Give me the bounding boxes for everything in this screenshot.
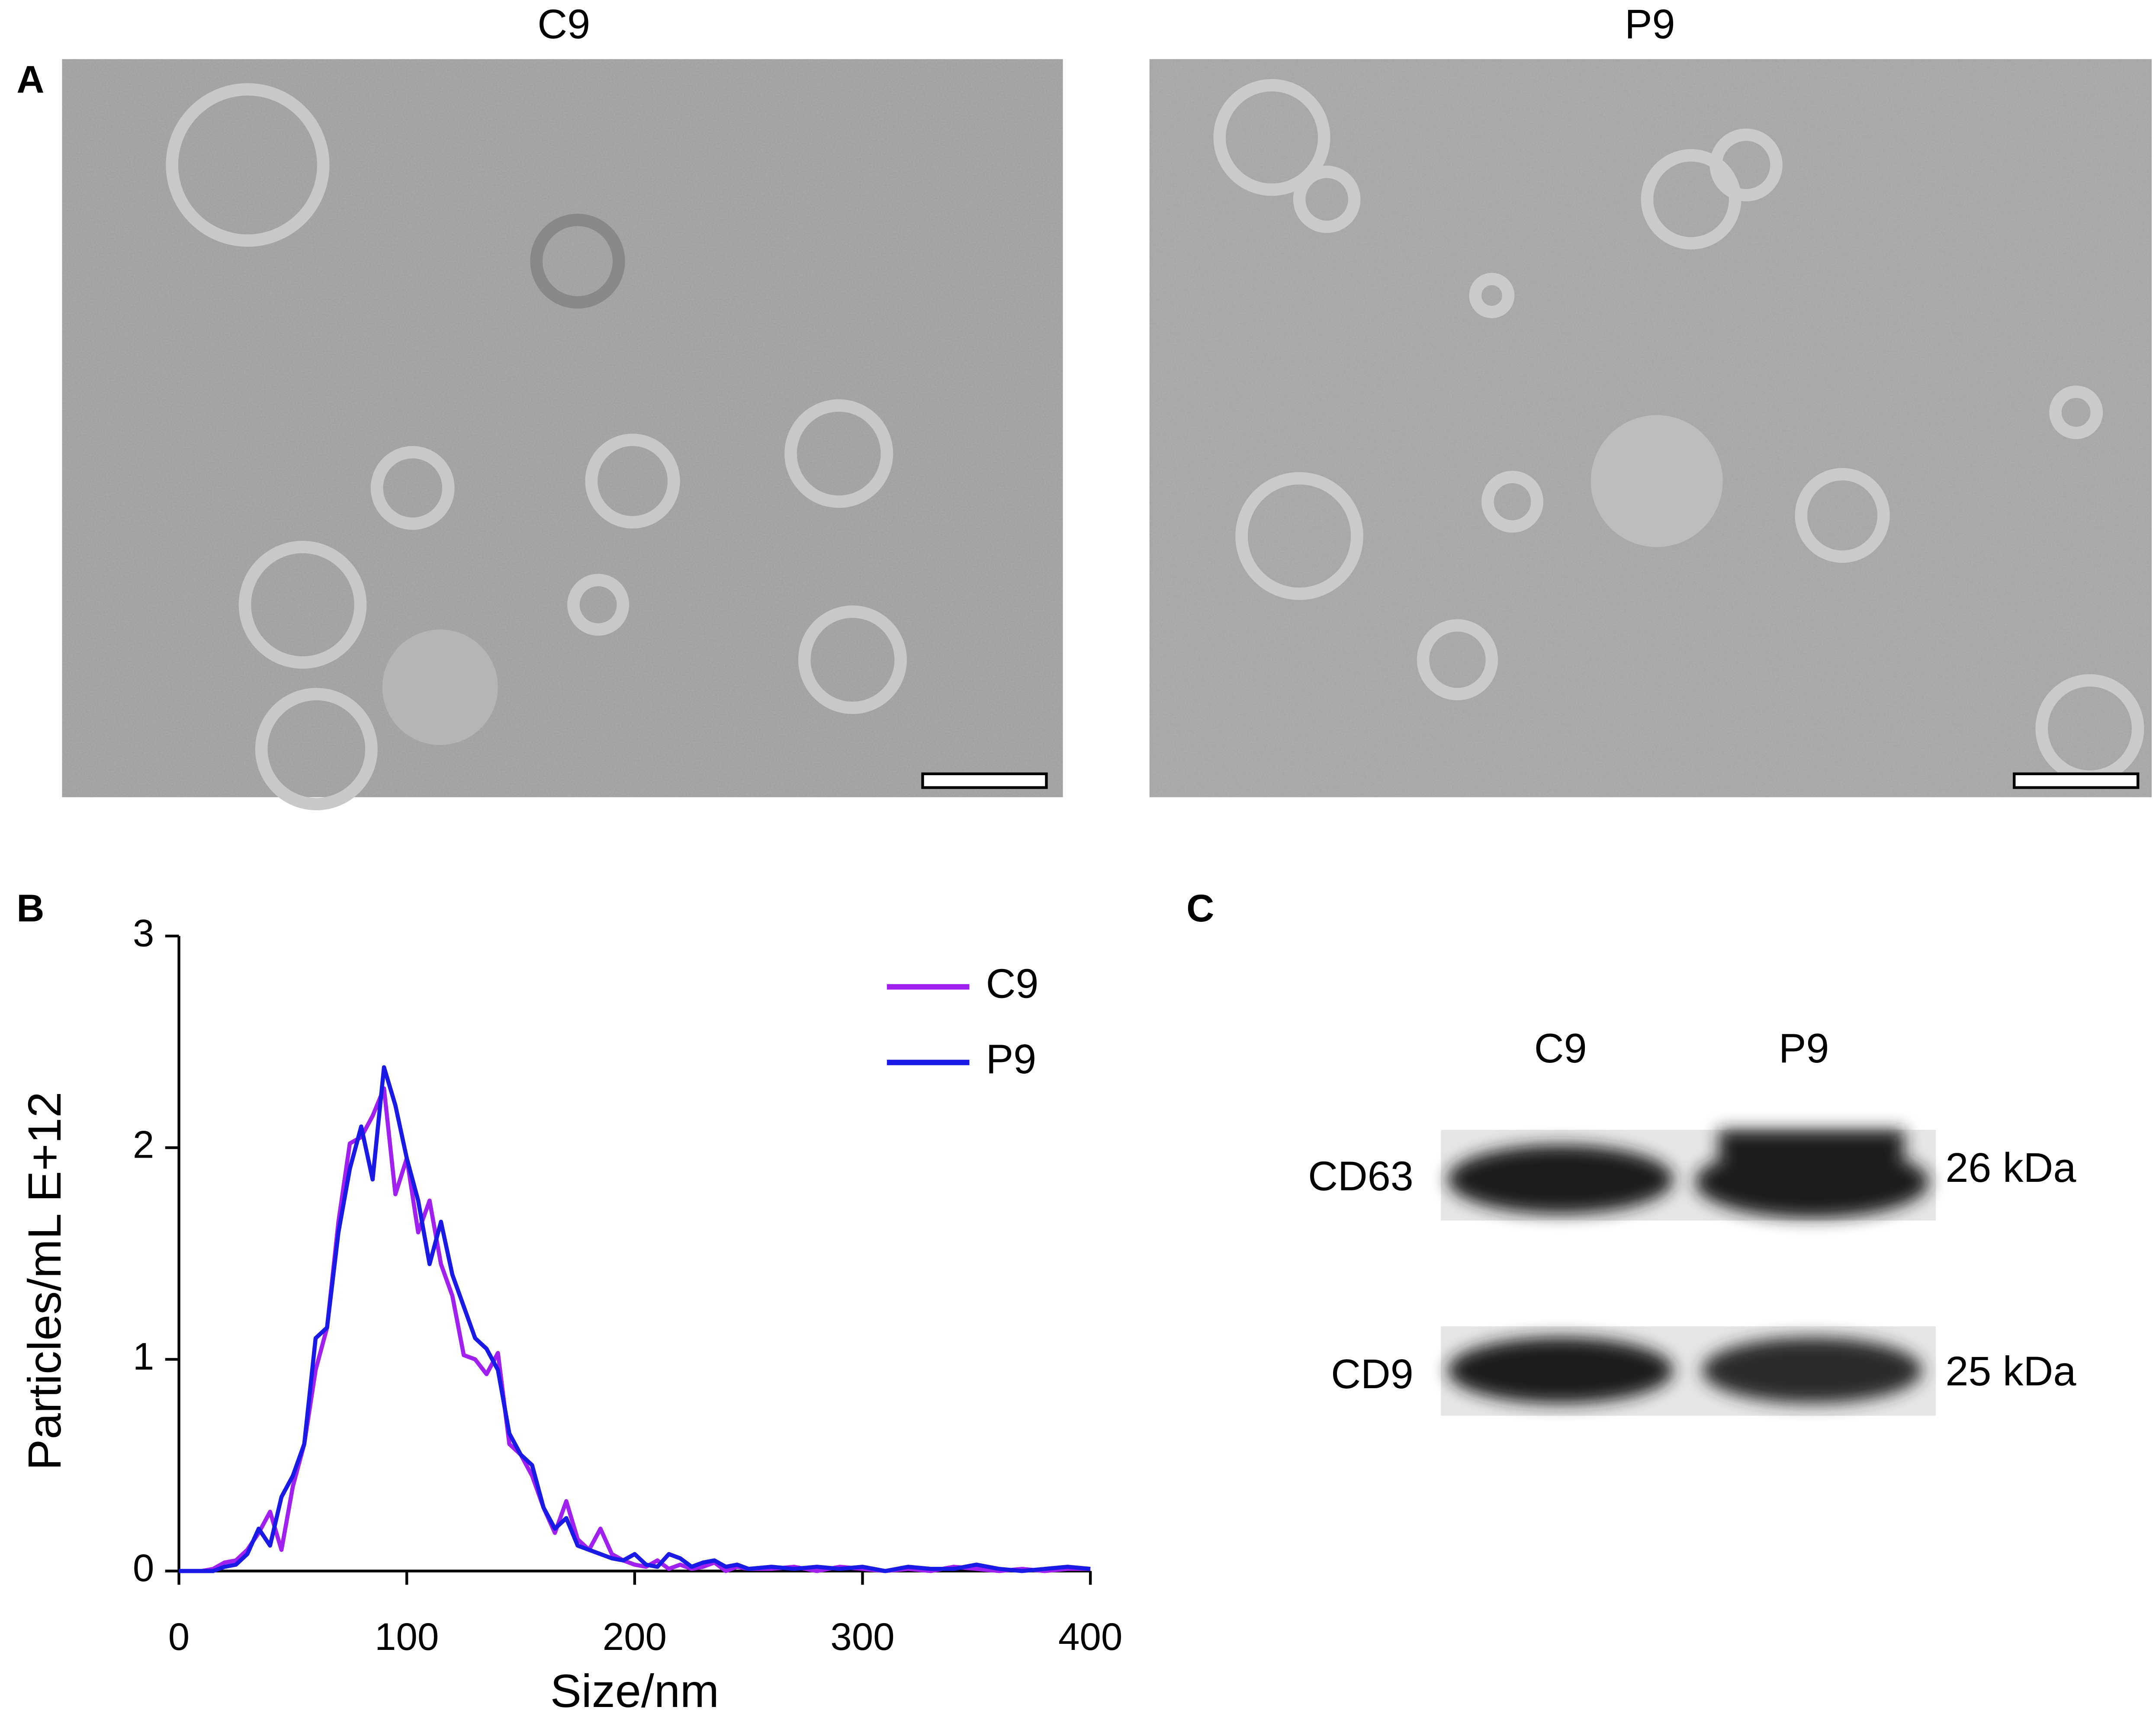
protein-label: CD63 (1308, 1153, 1414, 1199)
protein-label: CD9 (1331, 1351, 1414, 1397)
data-line (179, 1065, 1091, 1573)
panel-label: C (1186, 886, 1214, 930)
y-tick-label: 0 (133, 1546, 154, 1589)
x-tick-label: 0 (168, 1615, 190, 1658)
legend-label: C9 (986, 961, 1039, 1007)
x-axis-label: Size/nm (550, 1665, 719, 1717)
chart: 0 1 2 3 0 100 200 300 400 Size/nm Particles/mL E+1… (18, 911, 1122, 1717)
image-title: P9 (1625, 2, 1675, 48)
y-tick-label: 2 (133, 1123, 154, 1166)
tem-image (1149, 59, 2152, 797)
x-tick-label: 400 (1058, 1615, 1122, 1658)
y-tick-label: 3 (133, 911, 154, 954)
x-tick-label: 300 (830, 1615, 894, 1658)
panel-label: A (16, 58, 44, 101)
lane-label: P9 (1779, 1026, 1829, 1072)
western-blot (1441, 1129, 1936, 1416)
y-tick-label: 1 (133, 1335, 154, 1378)
size-label: 26 kDa (1945, 1145, 2076, 1191)
lane-label: C9 (1534, 1026, 1587, 1072)
tem-image (62, 59, 1063, 811)
size-label: 25 kDa (1945, 1348, 2076, 1394)
image-title: C9 (537, 2, 590, 48)
panel-label: B (16, 886, 44, 930)
x-tick-label: 200 (603, 1615, 667, 1658)
data-line (179, 1086, 1091, 1573)
x-tick-label: 100 (375, 1615, 439, 1658)
y-axis-label: Particles/mL E+12 (18, 1091, 71, 1470)
legend-label: P9 (986, 1036, 1037, 1082)
